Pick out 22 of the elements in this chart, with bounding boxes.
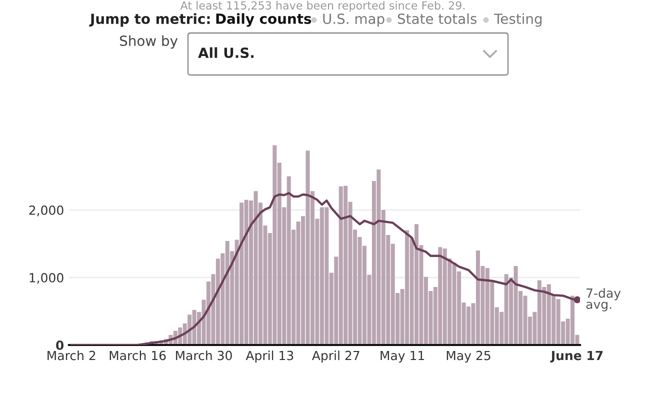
x-tick-label: April 13 <box>246 350 294 363</box>
text: Daily counts <box>216 13 312 27</box>
bar <box>466 306 471 345</box>
bar <box>414 224 419 345</box>
text: Testing <box>494 13 542 27</box>
text: Show by <box>120 35 178 49</box>
y-tick-label: 0 <box>56 340 64 350</box>
text: Jump to metric: <box>89 13 210 27</box>
text: All U.S. <box>198 47 254 58</box>
series-label: 7-day avg. <box>586 288 621 312</box>
chart-subtitle: At least 115,253 have been reported since Feb. 29. <box>180 1 465 12</box>
x-tick-label: May 11 <box>380 350 424 363</box>
x-tick-label: March 16 <box>110 350 166 360</box>
x-tick-label: June 17 <box>550 350 603 363</box>
text: State totals <box>398 13 476 24</box>
x-tick-label: April 27 <box>312 350 360 363</box>
x-tick-label: March 2 <box>48 350 96 360</box>
x-tick-label: May 25 <box>446 350 490 363</box>
x-tick-label: March 30 <box>176 350 232 360</box>
y-tick-label: 2,000 <box>29 205 64 216</box>
text: U.S. map <box>323 14 384 27</box>
y-tick-label: 1,000 <box>30 272 64 284</box>
